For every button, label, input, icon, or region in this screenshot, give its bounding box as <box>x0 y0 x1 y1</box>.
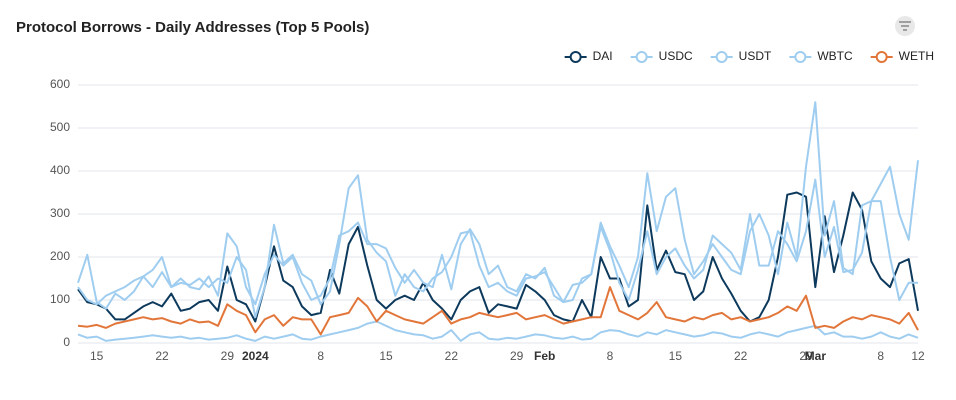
x-tick-label: Feb <box>534 349 555 363</box>
legend-marker <box>635 51 648 63</box>
x-tick-label: Mar <box>805 349 827 363</box>
legend-marker <box>569 51 582 63</box>
legend-marker <box>794 51 807 63</box>
series-line <box>77 286 919 336</box>
x-tick-label: 8 <box>317 349 324 363</box>
y-tick-label: 100 <box>50 292 70 306</box>
legend-marker <box>715 51 728 63</box>
series-line <box>77 101 919 319</box>
series-line <box>77 320 919 342</box>
legend-label: USDT <box>739 49 772 63</box>
x-tick-label: 22 <box>155 349 169 363</box>
legend-item[interactable]: USDC <box>630 49 693 63</box>
x-tick-label: 29 <box>799 349 813 363</box>
x-tick-label: 29 <box>221 349 235 363</box>
legend-label: WETH <box>899 49 934 63</box>
legend-label: USDC <box>659 49 693 63</box>
y-tick-label: 200 <box>50 249 70 263</box>
y-tick-label: 600 <box>50 77 70 91</box>
legend-label: WBTC <box>817 49 853 63</box>
x-tick-label: 29 <box>510 349 524 363</box>
y-tick-label: 400 <box>50 163 70 177</box>
series-line <box>77 178 918 310</box>
y-tick-label: 300 <box>50 206 70 220</box>
legend-label: DAI <box>593 49 613 63</box>
legend-item[interactable]: DAI <box>564 49 613 63</box>
y-tick-label: 0 <box>63 335 70 349</box>
filter-button[interactable] <box>895 16 915 36</box>
x-tick-label: 8 <box>607 349 614 363</box>
chart-title: Protocol Borrows - Daily Addresses (Top … <box>16 19 369 36</box>
x-tick-label: 8 <box>877 349 884 363</box>
legend-item[interactable]: WETH <box>870 49 934 63</box>
x-tick-label: 12 <box>911 349 925 363</box>
x-tick-label: 15 <box>379 349 393 363</box>
x-tick-label: 15 <box>669 349 683 363</box>
legend: DAI USDC USDT WBTC WETH <box>564 49 934 63</box>
x-tick-label: 22 <box>445 349 459 363</box>
legend-marker <box>875 51 888 63</box>
x-tick-label: 15 <box>90 349 104 363</box>
x-tick-label: 22 <box>734 349 748 363</box>
series-line <box>77 191 919 323</box>
legend-item[interactable]: USDT <box>710 49 772 63</box>
legend-item[interactable]: WBTC <box>789 49 853 63</box>
y-tick-label: 500 <box>50 120 70 134</box>
x-tick-label: 2024 <box>242 349 269 363</box>
